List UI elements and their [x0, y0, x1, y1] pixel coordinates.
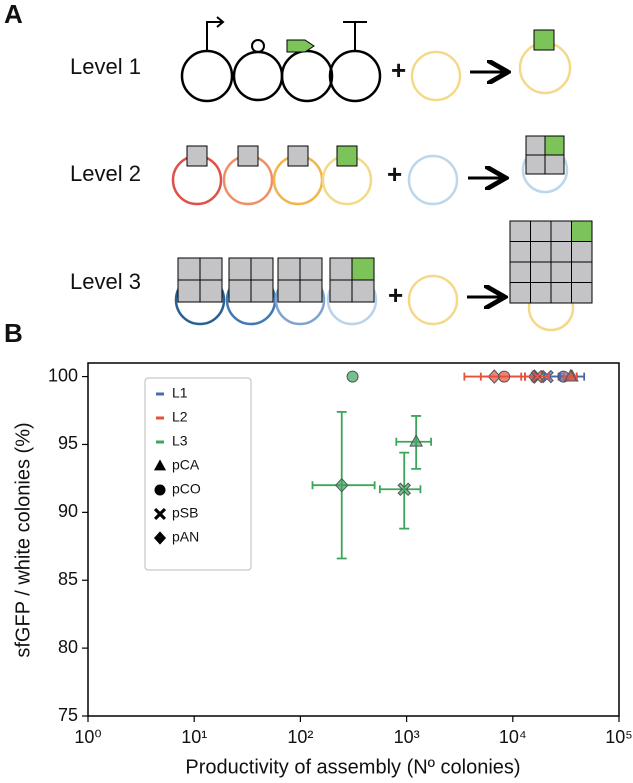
panel-label: B	[4, 318, 23, 348]
x-tick-label: 10³	[394, 727, 420, 747]
legend-label: L2	[172, 409, 188, 425]
level-label: Level 2	[70, 161, 141, 186]
plus: +	[387, 159, 402, 189]
point	[397, 482, 411, 497]
part-block	[509, 241, 531, 263]
x-tick-label: 10²	[287, 727, 313, 747]
part-block	[530, 220, 552, 242]
part-block	[550, 282, 572, 304]
part-block	[199, 257, 223, 281]
plus: +	[391, 55, 406, 85]
x-tick-label: 10⁴	[499, 727, 527, 747]
point	[346, 370, 359, 383]
y-tick-label: 80	[58, 637, 78, 657]
legend-label: pCA	[172, 457, 200, 473]
part-block	[509, 261, 531, 283]
point	[409, 434, 424, 447]
legend-marker	[153, 507, 167, 521]
part-block	[228, 279, 252, 303]
part-block	[571, 282, 593, 304]
y-tick-label: 90	[58, 501, 78, 521]
y-tick-label: 75	[58, 705, 78, 725]
part-block	[250, 279, 274, 303]
part-block	[299, 257, 323, 281]
legend-marker	[153, 459, 167, 471]
part-block	[509, 220, 531, 242]
panel-label: A	[4, 0, 23, 29]
x-error-bar	[378, 485, 422, 494]
legend-label: pAN	[172, 529, 199, 545]
legend-marker	[154, 484, 166, 496]
legend-box	[144, 377, 252, 571]
part-block	[199, 279, 223, 303]
part-block	[530, 241, 552, 263]
part-block	[351, 279, 375, 303]
part-block	[329, 279, 353, 303]
plot-frame	[87, 362, 620, 717]
part-block	[571, 220, 593, 242]
y-tick-label: 85	[58, 569, 78, 589]
legend-label: pSB	[172, 505, 198, 521]
part-block	[530, 282, 552, 304]
point	[335, 477, 349, 493]
plus: +	[388, 280, 403, 310]
legend-label: L3	[172, 433, 188, 449]
part-block	[550, 241, 572, 263]
part-block	[530, 261, 552, 283]
x-axis-label: Productivity of assembly (Nº colonies)	[185, 756, 520, 778]
legend-label: L1	[172, 385, 188, 401]
part-block	[329, 257, 353, 281]
legend-marker	[153, 531, 167, 545]
part-block	[177, 257, 201, 281]
point	[563, 368, 578, 382]
part-block	[277, 279, 301, 303]
y-axis-label: sfGFP / white colonies (%)	[12, 422, 34, 657]
y-tick-label: 100	[48, 365, 78, 385]
level-label: Level 3	[70, 269, 141, 294]
part-block	[277, 257, 301, 281]
part-block	[299, 279, 323, 303]
part-block	[571, 241, 593, 263]
part-block	[351, 257, 375, 281]
part-block	[550, 261, 572, 283]
point	[498, 370, 511, 383]
y-tick-label: 95	[58, 433, 78, 453]
x-tick-label: 10¹	[181, 727, 207, 747]
level-2-row: Level 2 +	[70, 135, 569, 206]
level-1-row: Level 1 +	[70, 16, 572, 103]
x-tick-label: 10⁰	[74, 727, 101, 747]
x-tick-label: 10⁵	[605, 727, 632, 747]
point	[530, 369, 545, 384]
part-block	[509, 282, 531, 304]
part-block	[228, 257, 252, 281]
part-block	[177, 279, 201, 303]
part-block	[571, 261, 593, 283]
legend-label: pCO	[172, 481, 201, 497]
level-label: Level 1	[70, 54, 141, 79]
part-block	[550, 220, 572, 242]
part-block	[250, 257, 274, 281]
